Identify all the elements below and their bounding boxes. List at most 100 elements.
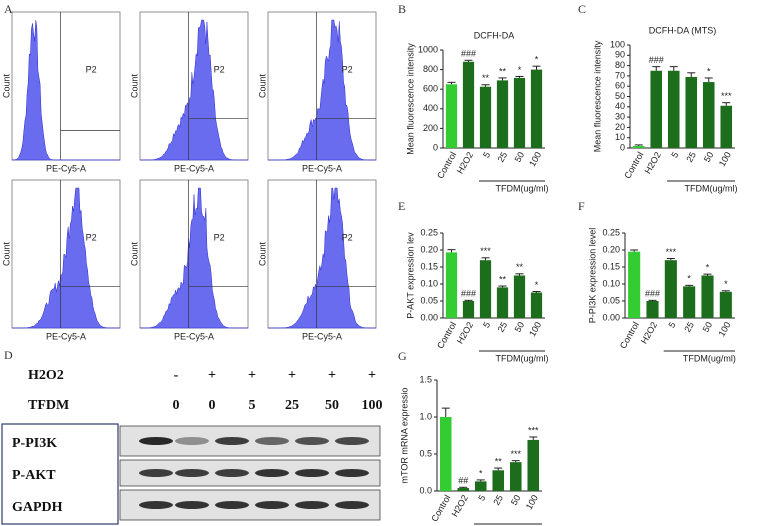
flow-x-label: PE-Cy5-A <box>46 163 86 173</box>
y-tick-label: 40 <box>615 101 625 111</box>
blot-band <box>255 437 289 445</box>
blot-band <box>295 437 329 445</box>
significance: * <box>518 65 522 75</box>
blot-band <box>139 501 173 509</box>
x-axis-label: TFDM(ug/ml) <box>685 183 738 193</box>
gate-label: P2 <box>86 64 97 74</box>
blot-dose: 50 <box>325 398 339 413</box>
histogram <box>11 187 121 329</box>
significance: * <box>535 55 539 65</box>
gate-label: P2 <box>342 232 353 242</box>
y-tick-label: 0.15 <box>420 261 438 271</box>
blot-band <box>335 501 369 509</box>
histogram <box>139 187 248 329</box>
x-tick-label: 25 <box>496 320 510 334</box>
y-tick-label: 0.20 <box>420 244 438 254</box>
bar <box>683 286 696 318</box>
y-axis-label: mTOR mRNA expressio <box>399 388 409 484</box>
panel-letter: A <box>4 2 13 16</box>
x-tick-label: Control <box>435 320 458 350</box>
flow-x-label: PE-Cy5-A <box>174 163 214 173</box>
flow-y-label: Count <box>129 74 139 99</box>
bar <box>445 84 458 148</box>
significance: * <box>479 468 483 478</box>
blot-sign: - <box>174 368 179 383</box>
y-tick-label: 0.5 <box>419 448 432 458</box>
x-tick-label: H2O2 <box>639 320 659 345</box>
x-tick-label: H2O2 <box>450 493 470 518</box>
bar <box>720 105 733 148</box>
y-tick-label: 0.00 <box>420 312 438 322</box>
bar <box>513 77 526 148</box>
blot-row-label: H2O2 <box>28 368 64 383</box>
significance: ### <box>645 289 660 299</box>
significance: *** <box>510 449 521 459</box>
protein-label: P-PI3K <box>12 436 57 451</box>
x-tick-label: H2O2 <box>643 150 663 175</box>
x-tick-label: 25 <box>682 320 696 334</box>
y-tick-label: 0 <box>620 142 625 152</box>
significance: ** <box>495 456 503 466</box>
x-tick-label: 50 <box>701 320 715 334</box>
y-axis-label: Mean fluorescence intensity <box>592 40 602 152</box>
y-tick-label: 0.0 <box>419 485 432 495</box>
y-tick-label: 0.15 <box>602 261 620 271</box>
y-tick-label: 10 <box>615 132 625 142</box>
panel-letter: G <box>398 349 407 363</box>
bar <box>479 260 492 318</box>
y-tick-label: 1000 <box>418 44 438 54</box>
y-tick-label: 0.05 <box>420 295 438 305</box>
gate-label: P2 <box>214 64 225 74</box>
histogram <box>139 19 248 161</box>
bar <box>685 76 698 148</box>
blot-sign: + <box>248 368 256 383</box>
gate-label: P2 <box>86 232 97 242</box>
y-tick-label: 70 <box>615 70 625 80</box>
blot-band <box>175 469 209 477</box>
significance: * <box>706 263 710 273</box>
flow-x-label: PE-Cy5-A <box>174 331 214 341</box>
significance: ### <box>461 49 476 59</box>
bar <box>719 291 732 318</box>
y-tick-label: 0.25 <box>602 227 620 237</box>
significance: ** <box>499 274 507 284</box>
panel-letter: B <box>398 2 406 16</box>
bar <box>632 145 645 148</box>
x-tick-label: 25 <box>491 493 505 507</box>
y-axis-label: P-AKT expression lev <box>405 232 415 319</box>
blot-dose: 100 <box>362 398 383 413</box>
significance: *** <box>721 91 732 101</box>
significance: ** <box>499 66 507 76</box>
blot-band <box>335 469 369 477</box>
chart-title: DCFH-DA <box>474 30 515 40</box>
bar <box>530 69 543 148</box>
y-tick-label: 60 <box>615 81 625 91</box>
bar <box>667 70 680 148</box>
y-tick-label: 1.0 <box>419 411 432 421</box>
flow-y-label: Count <box>257 242 267 267</box>
bar <box>509 462 522 491</box>
significance: * <box>535 280 539 290</box>
bar <box>664 260 677 318</box>
x-tick-label: 100 <box>717 150 733 168</box>
bar <box>492 470 505 491</box>
y-tick-label: 0 <box>433 142 438 152</box>
x-tick-label: Control <box>435 150 458 180</box>
y-axis-label: P-PI3K expression level <box>587 228 597 324</box>
panel-letter: C <box>578 2 586 16</box>
significance: *** <box>528 425 539 435</box>
blot-sign: + <box>368 368 376 383</box>
bar <box>628 251 641 318</box>
protein-label: GAPDH <box>12 500 63 515</box>
significance: ### <box>461 289 476 299</box>
blot-band <box>139 469 173 477</box>
blot-band <box>255 501 289 509</box>
y-tick-label: 0.00 <box>602 312 620 322</box>
gate-label: P2 <box>214 232 225 242</box>
bar <box>439 417 452 491</box>
y-tick-label: 800 <box>423 64 438 74</box>
flow-x-label: PE-Cy5-A <box>46 331 86 341</box>
significance: *** <box>666 247 677 257</box>
significance: ** <box>482 73 490 83</box>
